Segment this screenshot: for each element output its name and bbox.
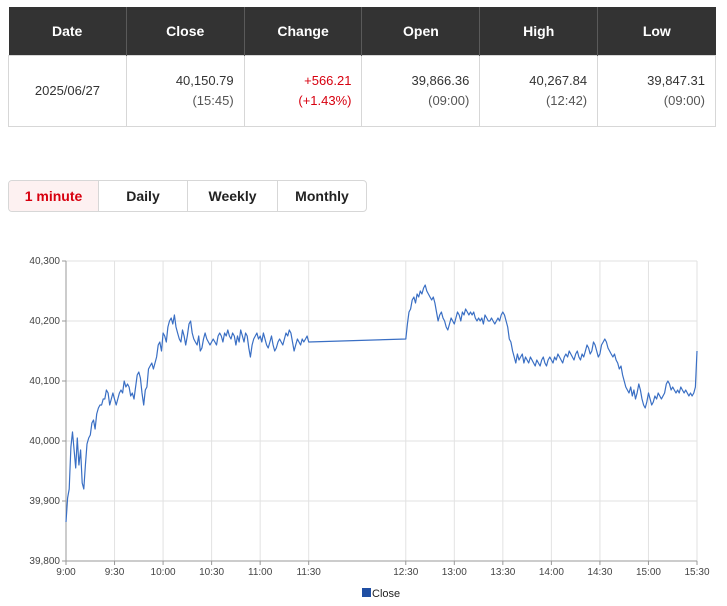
x-tick-label: 9:00: [56, 567, 76, 578]
x-tick-label: 13:30: [490, 567, 515, 578]
tab-monthly[interactable]: Monthly: [277, 181, 366, 211]
close-cell: 40,150.79 (15:45): [125, 55, 245, 127]
low-cell: 39,847.31 (09:00): [597, 55, 716, 127]
x-tick-label: 15:30: [684, 567, 709, 578]
chart-grid: [65, 260, 698, 562]
x-tick-label: 14:00: [539, 567, 564, 578]
quote-value-row: 2025/06/27 40,150.79 (15:45) +566.21 (+1…: [8, 55, 716, 127]
x-tick-label: 10:30: [199, 567, 224, 578]
x-tick-label: 11:30: [297, 567, 322, 578]
tab-daily[interactable]: Daily: [98, 181, 187, 211]
tab-1-minute[interactable]: 1 minute: [9, 181, 98, 211]
date-cell: 2025/06/27: [8, 55, 127, 127]
x-tick-label: 15:00: [636, 567, 661, 578]
close-value: 40,150.79: [175, 73, 234, 88]
open-time: (09:00): [428, 93, 470, 108]
x-tick-label: 14:30: [587, 567, 612, 578]
chart-legend: Close: [362, 588, 400, 600]
header-low: Low: [597, 7, 716, 56]
x-tick-label: 9:30: [105, 567, 125, 578]
high-value: 40,267.84: [529, 73, 588, 88]
change-value: +566.21: [304, 73, 352, 88]
y-tick-label: 40,300: [29, 256, 60, 267]
high-time: (12:42): [545, 93, 588, 108]
y-tick-label: 39,900: [29, 496, 60, 507]
legend-swatch: [362, 588, 371, 597]
chart-series: [65, 284, 698, 523]
header-close: Close: [125, 7, 245, 56]
change-percent: (+1.43%): [298, 93, 352, 108]
x-tick-label: 10:00: [151, 567, 176, 578]
open-cell: 39,866.36 (09:00): [361, 55, 481, 127]
header-high: High: [479, 7, 598, 56]
x-tick-label: 13:00: [442, 567, 467, 578]
low-value: 39,847.31: [647, 73, 705, 88]
y-tick-label: 40,000: [29, 436, 60, 447]
chart-axes: 39,800 39,900 40,000 40,100 40,200 40,300 9:00…: [29, 256, 710, 578]
quote-header-row: Date Close Change Open High Low: [8, 7, 716, 56]
low-time: (09:00): [663, 93, 705, 108]
high-cell: 40,267.84 (12:42): [479, 55, 599, 127]
open-value: 39,866.36: [411, 73, 470, 88]
y-tick-label: 39,800: [29, 556, 60, 567]
period-tabs: 1 minute Daily Weekly Monthly: [8, 180, 367, 212]
y-tick-label: 40,100: [29, 376, 60, 387]
legend-label: Close: [372, 588, 400, 600]
tab-weekly[interactable]: Weekly: [187, 181, 277, 211]
header-change: Change: [243, 7, 362, 56]
change-cell: +566.21 (+1.43%): [243, 55, 363, 127]
x-tick-label: 11:00: [248, 567, 273, 578]
close-time: (15:45): [192, 93, 234, 108]
date-value: 2025/06/27: [34, 83, 100, 98]
intraday-line-chart: 39,800 39,900 40,000 40,100 40,200 40,300 9:00…: [29, 256, 710, 600]
x-tick-label: 12:30: [393, 567, 418, 578]
series-line-close: [65, 284, 698, 523]
header-open: Open: [361, 7, 480, 56]
y-tick-label: 40,200: [29, 316, 60, 327]
quote-table: Date Close Change Open High Low 2025/06/…: [8, 7, 716, 127]
header-date: Date: [8, 7, 127, 56]
